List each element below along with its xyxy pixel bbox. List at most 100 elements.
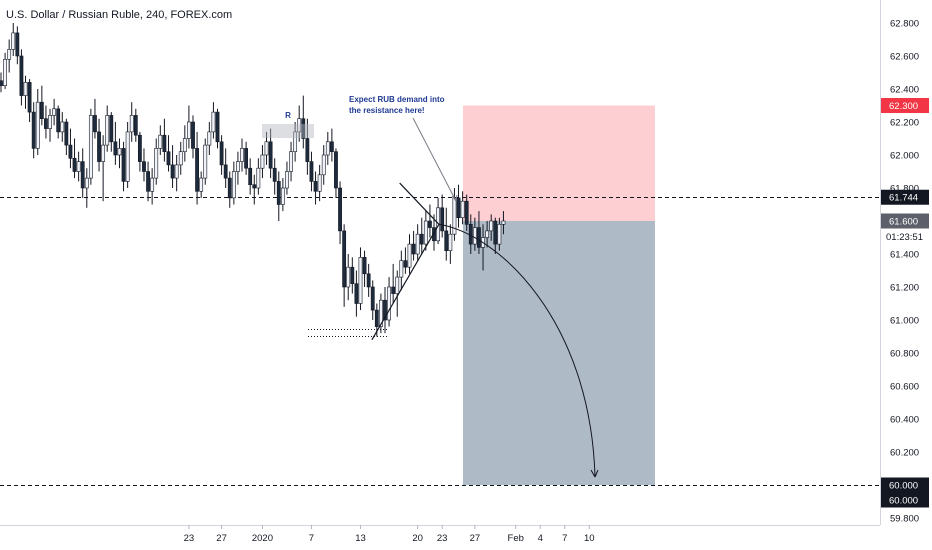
candle[interactable]	[35, 89, 40, 155]
candle[interactable]	[117, 138, 122, 169]
candle[interactable]	[370, 280, 375, 320]
candle[interactable]	[178, 141, 183, 175]
candle[interactable]	[236, 151, 240, 185]
candle[interactable]	[23, 75, 28, 109]
candle[interactable]	[170, 145, 175, 188]
candle[interactable]	[44, 105, 48, 139]
candle[interactable]	[423, 211, 428, 251]
candle[interactable]	[460, 191, 465, 225]
candle[interactable]	[313, 171, 318, 205]
candle[interactable]	[39, 85, 44, 126]
candle[interactable]	[113, 122, 118, 165]
candle[interactable]	[203, 138, 208, 185]
candle[interactable]	[182, 125, 187, 162]
candle[interactable]	[472, 217, 477, 251]
candle[interactable]	[252, 174, 257, 205]
candle[interactable]	[379, 293, 383, 334]
candle[interactable]	[334, 148, 338, 198]
annotation-arrow-line[interactable]	[412, 117, 457, 202]
candle[interactable]	[293, 122, 298, 162]
candle[interactable]	[276, 171, 281, 222]
candle[interactable]	[338, 181, 342, 245]
candle[interactable]	[415, 224, 420, 261]
candle[interactable]	[19, 49, 24, 106]
candle[interactable]	[329, 128, 334, 162]
candle[interactable]	[227, 171, 232, 208]
candle[interactable]	[101, 135, 106, 202]
candle[interactable]	[72, 138, 77, 179]
candle[interactable]	[403, 247, 408, 274]
candle[interactable]	[174, 155, 179, 192]
candle[interactable]	[395, 270, 400, 317]
candle[interactable]	[346, 254, 351, 301]
profit-target-zone[interactable]	[463, 221, 655, 485]
candle[interactable]	[485, 221, 490, 248]
candle[interactable]	[11, 23, 16, 56]
candle[interactable]	[211, 102, 216, 139]
candle[interactable]	[142, 148, 146, 182]
candle[interactable]	[133, 108, 138, 142]
candle[interactable]	[195, 131, 199, 205]
candle[interactable]	[289, 141, 293, 182]
candle[interactable]	[215, 108, 220, 149]
resistance-box[interactable]	[262, 124, 314, 138]
candle[interactable]	[223, 148, 228, 188]
candle[interactable]	[301, 95, 306, 149]
candle[interactable]	[464, 194, 469, 231]
candle[interactable]	[60, 112, 65, 142]
candle[interactable]	[305, 118, 310, 175]
candle[interactable]	[244, 141, 249, 175]
candle[interactable]	[309, 151, 314, 192]
candle[interactable]	[219, 135, 224, 175]
candle[interactable]	[350, 257, 355, 294]
candle[interactable]	[256, 158, 261, 195]
candle[interactable]	[321, 145, 326, 185]
candle[interactable]	[448, 224, 453, 264]
candle[interactable]	[497, 217, 502, 251]
candle[interactable]	[27, 79, 32, 122]
candle[interactable]	[150, 168, 155, 205]
candle[interactable]	[419, 217, 424, 254]
candle[interactable]	[440, 194, 445, 238]
candle[interactable]	[7, 39, 12, 73]
candle[interactable]	[97, 118, 101, 172]
candle[interactable]	[411, 230, 416, 261]
candle[interactable]	[248, 158, 253, 195]
candle[interactable]	[285, 161, 289, 195]
candle[interactable]	[297, 105, 302, 142]
stop-loss-zone[interactable]	[463, 105, 655, 222]
candle[interactable]	[493, 217, 498, 254]
candle[interactable]	[191, 115, 195, 159]
candle[interactable]	[231, 161, 236, 205]
candle[interactable]	[187, 105, 191, 149]
candle[interactable]	[105, 105, 110, 152]
candle[interactable]	[199, 171, 204, 198]
candle[interactable]	[391, 263, 396, 304]
candle[interactable]	[48, 108, 52, 142]
candle[interactable]	[489, 214, 494, 241]
candle[interactable]	[366, 263, 371, 297]
candle[interactable]	[280, 178, 285, 212]
candle[interactable]	[129, 102, 134, 142]
candle[interactable]	[76, 151, 81, 182]
candle[interactable]	[354, 270, 359, 317]
candle[interactable]	[387, 277, 391, 327]
candle[interactable]	[68, 128, 73, 169]
candle[interactable]	[64, 118, 69, 155]
candle[interactable]	[362, 250, 367, 287]
candle[interactable]	[240, 138, 244, 172]
candle[interactable]	[342, 224, 347, 307]
candle[interactable]	[166, 135, 171, 172]
candle[interactable]	[137, 131, 142, 172]
candle[interactable]	[109, 112, 114, 152]
candle[interactable]	[93, 98, 97, 139]
candle[interactable]	[56, 105, 61, 139]
candle[interactable]	[407, 234, 412, 274]
candle[interactable]	[3, 52, 7, 89]
candle[interactable]	[154, 138, 159, 185]
candle[interactable]	[358, 247, 363, 311]
candle[interactable]	[125, 122, 130, 188]
candle[interactable]	[15, 26, 20, 65]
candle[interactable]	[456, 184, 461, 228]
